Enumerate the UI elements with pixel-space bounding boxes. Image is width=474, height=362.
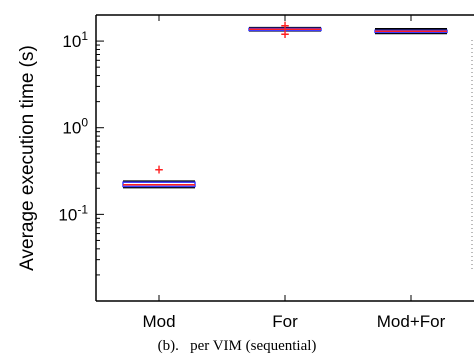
x-tick-label: Mod xyxy=(142,312,175,331)
box-for: ++ xyxy=(248,18,322,41)
y-tick-label: 100 xyxy=(62,116,88,138)
box-series: +++ xyxy=(122,18,448,189)
box-mod-for xyxy=(374,27,448,35)
y-tick-label: 101 xyxy=(62,29,88,51)
box-mod: + xyxy=(122,162,196,189)
outlier-marker: + xyxy=(280,18,290,32)
figure-caption: (b). per VIM (sequential) xyxy=(157,338,317,354)
y-axis-label: Average execution time (s) xyxy=(17,45,38,271)
x-tick-label: For xyxy=(272,312,298,331)
plot-axes xyxy=(95,14,474,302)
outlier-marker: + xyxy=(280,27,290,41)
y-tick-label: 10-1 xyxy=(58,202,88,224)
x-tick-label: Mod+For xyxy=(377,312,446,331)
x-axis-ticks: Mod For Mod+For xyxy=(142,15,446,331)
y-axis-ticks: 101 100 10-1 xyxy=(58,14,104,302)
outlier-marker: + xyxy=(154,162,164,176)
